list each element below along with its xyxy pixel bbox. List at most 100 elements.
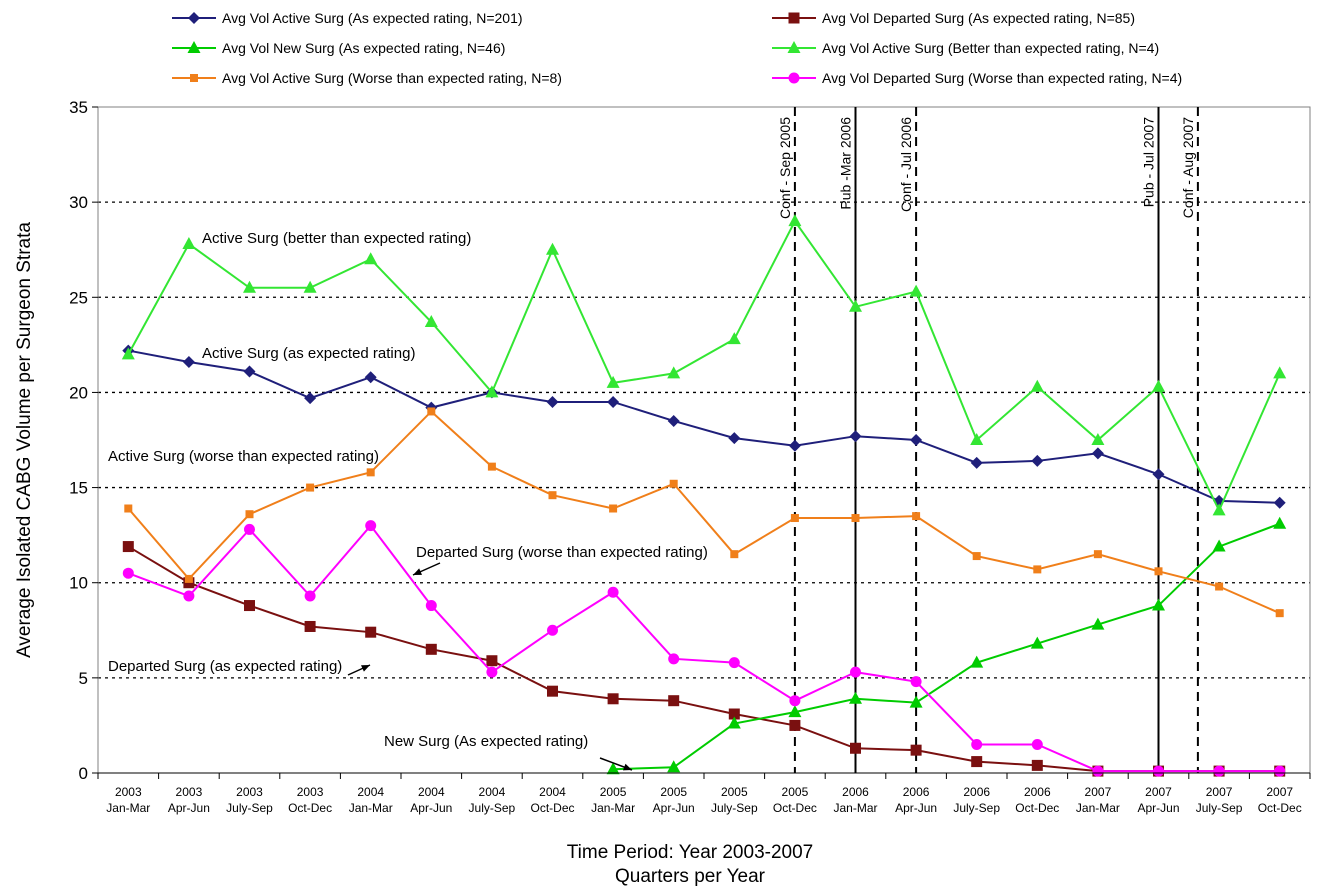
x-tick-label-quarter: Oct-Dec [288, 801, 332, 815]
data-point [304, 590, 316, 602]
x-tick-label-quarter: Jan-Mar [106, 801, 150, 815]
data-point [730, 550, 739, 559]
x-tick-label-quarter: July-Sep [1196, 801, 1243, 815]
x-tick-label-year: 2007 [1206, 785, 1233, 799]
data-point [910, 744, 922, 756]
x-tick-label-quarter: July-Sep [953, 801, 1000, 815]
series [122, 344, 1286, 509]
data-point [425, 643, 437, 655]
data-point [970, 456, 983, 469]
annotation-text: Departed Surg (worse than expected ratin… [416, 544, 708, 561]
x-tick-label-quarter: Oct-Dec [1258, 801, 1302, 815]
data-point [788, 705, 802, 718]
data-point [790, 514, 799, 523]
x-tick-label-quarter: Jan-Mar [349, 801, 393, 815]
data-point [667, 760, 681, 773]
series-line [613, 522, 1281, 771]
data-point [789, 695, 801, 707]
data-point [427, 407, 436, 416]
x-tick-label-quarter: Oct-Dec [1015, 801, 1059, 815]
annotations: Active Surg (better than expected rating… [108, 230, 708, 771]
data-point [1091, 617, 1105, 630]
data-point [606, 375, 620, 388]
arrow-head [413, 568, 422, 575]
legend-item: Avg Vol Departed Surg (Worse than expect… [772, 70, 1182, 86]
data-point [1152, 379, 1165, 392]
annotation-text: Active Surg (better than expected rating… [202, 230, 471, 247]
data-point [190, 74, 198, 82]
legend-label: Avg Vol New Surg (As expected rating, N=… [222, 40, 505, 56]
legend-label: Avg Vol Active Surg (As expected rating,… [222, 10, 523, 26]
data-point [607, 586, 619, 598]
x-tick-label-quarter: Apr-Jun [653, 801, 695, 815]
data-point [1212, 539, 1226, 552]
y-axis-label: Average Isolated CABG Volume per Surgeon… [14, 222, 35, 658]
data-point [365, 520, 377, 532]
data-point [609, 504, 618, 513]
legend-item: Avg Vol Active Surg (Better than expecte… [772, 40, 1159, 56]
data-point [1154, 567, 1163, 576]
data-point [788, 439, 801, 452]
series [121, 214, 1287, 516]
data-point [849, 691, 862, 704]
data-point [1274, 765, 1286, 777]
data-point [728, 432, 741, 445]
data-point [1030, 636, 1044, 649]
x-tick-label-year: 2006 [1024, 785, 1051, 799]
data-point [243, 280, 256, 293]
data-point [1031, 759, 1043, 771]
data-point [1212, 503, 1226, 516]
data-point [607, 395, 620, 408]
legend-label: Avg Vol Active Surg (Better than expecte… [822, 40, 1159, 56]
y-tick-label: 20 [69, 383, 88, 402]
data-point [1152, 468, 1165, 481]
x-tick-label-year: 2005 [600, 785, 627, 799]
y-tick-label: 25 [69, 288, 88, 307]
data-point [188, 12, 200, 24]
x-tick-label-quarter: Oct-Dec [773, 801, 817, 815]
data-point [667, 366, 681, 379]
legend-item: Avg Vol Departed Surg (As expected ratin… [772, 10, 1135, 26]
annotation-arrow [412, 562, 441, 576]
data-point [1091, 447, 1104, 460]
x-tick-label-quarter: Apr-Jun [1137, 801, 1179, 815]
data-point [244, 523, 255, 535]
arrow-head [623, 763, 632, 771]
data-point [970, 433, 984, 445]
event-label: Conf - Sep 2005 [777, 117, 793, 219]
data-point [306, 483, 315, 492]
data-point [424, 315, 438, 328]
data-point [1030, 379, 1044, 392]
data-point [1213, 765, 1225, 777]
data-point [788, 12, 800, 24]
data-point [122, 541, 134, 553]
data-point [245, 510, 254, 519]
data-point [364, 371, 377, 384]
y-tick-label: 0 [79, 764, 88, 783]
x-tick-label-year: 2006 [842, 785, 869, 799]
data-point [546, 395, 559, 408]
event-label: Conf - Jul 2006 [898, 117, 914, 212]
x-tick-label-quarter: Jan-Mar [833, 801, 877, 815]
x-tick-label-year: 2004 [479, 785, 506, 799]
x-tick-label-quarter: July-Sep [226, 801, 273, 815]
legend-item: Avg Vol New Surg (As expected rating, N=… [172, 40, 505, 56]
data-point [971, 756, 983, 768]
data-point [1152, 598, 1165, 611]
series-line [127, 219, 1281, 513]
y-axis: 0 5 10 15 20 25 30 35 [69, 98, 98, 783]
legend: Avg Vol Active Surg (As expected rating,… [172, 10, 1182, 86]
data-point [486, 655, 498, 667]
x-tick-label-year: 2003 [115, 785, 142, 799]
data-point [187, 41, 201, 53]
data-point [607, 693, 619, 705]
x-tick-label-quarter: July-Sep [469, 801, 516, 815]
data-point [184, 574, 193, 583]
data-point [1273, 516, 1287, 529]
data-point [365, 626, 377, 638]
data-point [303, 280, 317, 293]
data-point [850, 666, 861, 678]
data-point [606, 762, 620, 775]
series-line [127, 524, 1280, 773]
data-point [547, 624, 558, 636]
